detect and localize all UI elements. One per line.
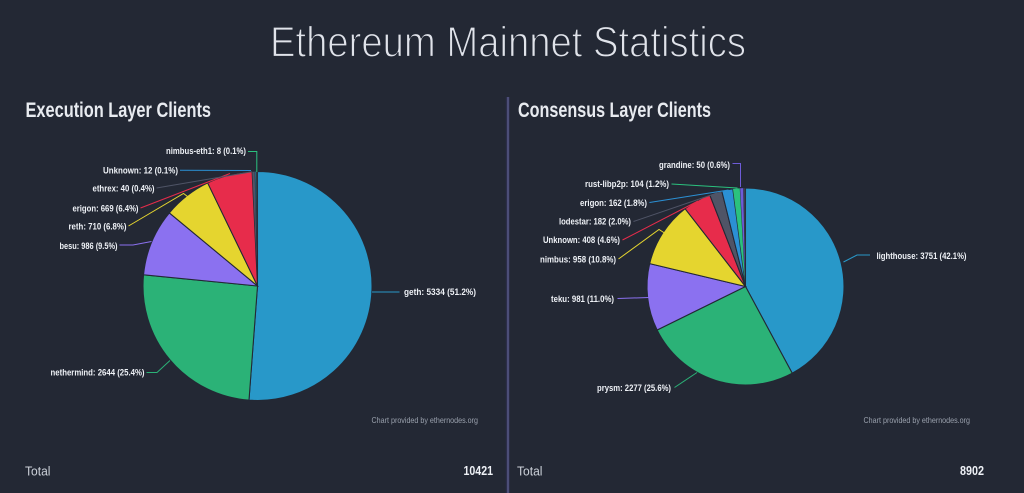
svg-text:Total: Total <box>25 464 51 479</box>
svg-text:nethermind: 2644 (25.4%): nethermind: 2644 (25.4%) <box>51 368 145 378</box>
svg-text:8902: 8902 <box>960 463 984 478</box>
svg-text:nimbus-eth1: 8 (0.1%): nimbus-eth1: 8 (0.1%) <box>166 146 246 156</box>
svg-text:nimbus: 958 (10.8%): nimbus: 958 (10.8%) <box>540 255 616 265</box>
svg-text:Chart provided by ethernodes.o: Chart provided by ethernodes.org <box>864 415 971 425</box>
svg-text:rust-libp2p: 104 (1.2%): rust-libp2p: 104 (1.2%) <box>585 179 669 189</box>
svg-text:Ethereum Mainnet Statistics: Ethereum Mainnet Statistics <box>270 19 746 67</box>
svg-text:Unknown: 12 (0.1%): Unknown: 12 (0.1%) <box>103 166 178 176</box>
svg-text:erigon: 669 (6.4%): erigon: 669 (6.4%) <box>73 203 139 213</box>
svg-text:lighthouse: 3751 (42.1%): lighthouse: 3751 (42.1%) <box>877 251 967 261</box>
svg-text:Execution Layer Clients: Execution Layer Clients <box>26 99 212 122</box>
svg-text:teku: 981 (11.0%): teku: 981 (11.0%) <box>551 294 614 304</box>
svg-text:reth: 710 (6.8%): reth: 710 (6.8%) <box>69 222 127 232</box>
svg-text:lodestar: 182 (2.0%): lodestar: 182 (2.0%) <box>559 217 631 227</box>
svg-text:Chart provided by ethernodes.o: Chart provided by ethernodes.org <box>372 415 479 425</box>
svg-text:geth: 5334 (51.2%): geth: 5334 (51.2%) <box>404 287 476 297</box>
svg-text:prysm: 2277 (25.6%): prysm: 2277 (25.6%) <box>597 383 671 393</box>
svg-text:Total: Total <box>517 464 543 479</box>
svg-text:10421: 10421 <box>464 463 494 478</box>
svg-text:besu: 986 (9.5%): besu: 986 (9.5%) <box>60 241 118 251</box>
svg-text:Unknown: 408 (4.6%): Unknown: 408 (4.6%) <box>543 235 620 245</box>
svg-text:ethrex: 40 (0.4%): ethrex: 40 (0.4%) <box>93 183 155 193</box>
svg-text:erigon: 162 (1.8%): erigon: 162 (1.8%) <box>580 198 647 208</box>
svg-text:Consensus Layer Clients: Consensus Layer Clients <box>518 99 711 122</box>
svg-text:grandine: 50 (0.6%): grandine: 50 (0.6%) <box>659 160 730 170</box>
